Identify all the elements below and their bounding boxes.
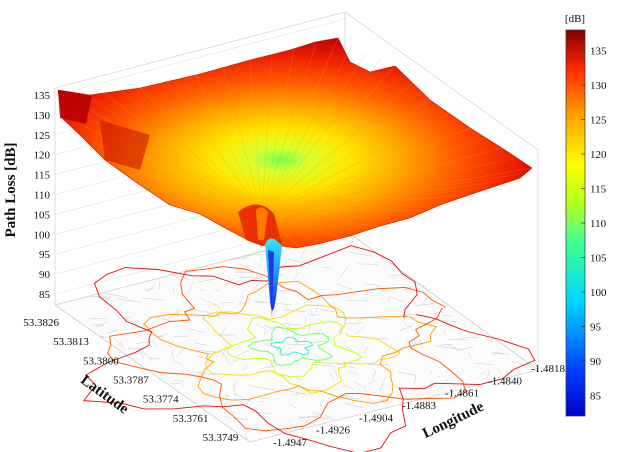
z-tick-label: 85	[39, 289, 51, 301]
latitude-tick-label: 53.3813	[53, 336, 89, 348]
latitude-tick-label: 53.3749	[203, 432, 239, 444]
colorbar-tick-label: 110	[590, 218, 607, 230]
contour-ring	[226, 316, 363, 378]
contour-ring	[83, 245, 536, 452]
colorbar-tick-label: 105	[590, 252, 607, 264]
z-tick-label: 100	[34, 229, 51, 241]
longitude-tick-label: -1.4840	[488, 375, 522, 387]
contour-ring	[143, 280, 437, 404]
contour-ring	[201, 304, 401, 394]
z-tick-label: 110	[34, 190, 51, 202]
latitude-tick-label: 53.3787	[113, 375, 149, 387]
longitude-axis-ticks: -1.4947 -1.4926 -1.4904 -1.4883 -1.4861 -1.48…	[273, 363, 565, 449]
colorbar-tick-label: 85	[590, 390, 602, 402]
colorbar-tick-label: 120	[590, 149, 607, 161]
z-tick-label: 120	[34, 150, 51, 162]
path-loss-surface	[57, 37, 533, 318]
z-tick-label: 95	[39, 249, 51, 261]
longitude-tick-label: -1.4818	[531, 363, 565, 375]
longitude-tick-label: -1.4947	[273, 437, 307, 449]
colorbar-unit: [dB]	[565, 13, 585, 25]
colorbar-tick-label: 130	[590, 80, 607, 92]
colorbar: [dB] 85 90 95 100 105 110 115 120 125 130 135	[565, 13, 607, 417]
z-tick-label: 90	[39, 269, 51, 281]
latitude-axis-ticks: 53.3826 53.3813 53.3800 53.3787 53.3774 53.37…	[23, 317, 239, 444]
z-tick-label: 135	[34, 90, 51, 102]
colorbar-ticks: 85 90 95 100 105 110 115 120 125 130 135	[581, 46, 607, 402]
z-tick-label: 130	[34, 110, 51, 122]
latitude-tick-label: 53.3774	[143, 394, 179, 406]
z-gridline	[54, 18, 346, 96]
latitude-tick-label: 53.3800	[83, 355, 119, 367]
z-tick-label: 115	[34, 170, 51, 182]
colorbar-tick-label: 90	[590, 356, 602, 368]
z-axis-label: Path Loss [dB]	[3, 142, 19, 237]
z-tick-label: 105	[34, 209, 51, 221]
contour-ring	[270, 336, 314, 356]
colorbar-tick-label: 95	[590, 321, 602, 333]
contour-ring	[107, 266, 467, 432]
longitude-tick-label: -1.4883	[402, 400, 436, 412]
colorbar-tick-label: 125	[590, 115, 607, 127]
colorbar-tick-label: 100	[590, 287, 607, 299]
latitude-tick-label: 53.3826	[23, 317, 59, 329]
z-tick-label: 125	[34, 130, 51, 142]
z-axis-ticks: 85 90 95 100 105 110 115 120 125 130 135	[34, 90, 51, 301]
colorbar-tick-label: 115	[590, 184, 607, 196]
colorbar-tick-label: 135	[590, 46, 607, 58]
contour-ring	[247, 326, 333, 366]
longitude-tick-label: -1.4926	[316, 425, 350, 437]
longitude-tick-label: -1.4861	[445, 388, 479, 400]
ground-map	[54, 229, 539, 452]
latitude-tick-label: 53.3761	[173, 413, 209, 425]
longitude-tick-label: -1.4904	[359, 412, 393, 424]
